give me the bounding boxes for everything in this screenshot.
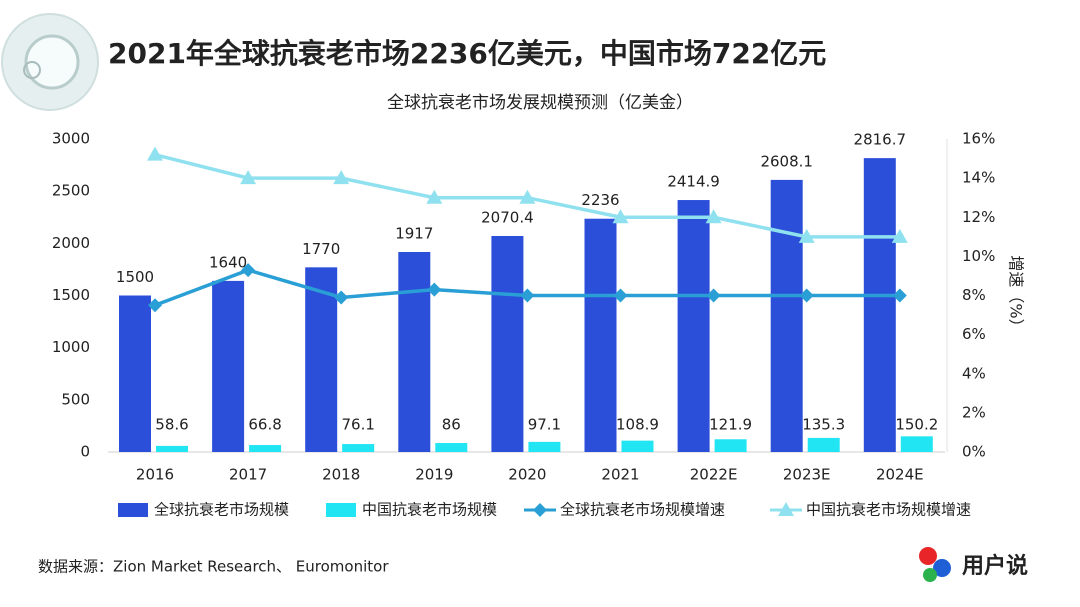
line-marker bbox=[891, 228, 908, 243]
value-label: 135.3 bbox=[802, 416, 845, 434]
value-label: 66.8 bbox=[248, 416, 281, 434]
legend-marker bbox=[533, 503, 547, 517]
value-label: 1500 bbox=[116, 268, 154, 286]
bar bbox=[305, 267, 338, 452]
value-label: 97.1 bbox=[528, 416, 561, 434]
y2-tick-label: 4% bbox=[962, 364, 986, 382]
y2-tick-label: 12% bbox=[962, 208, 995, 226]
bar bbox=[770, 179, 803, 452]
value-label: 2070.4 bbox=[481, 208, 534, 226]
value-label: 150.2 bbox=[895, 416, 938, 434]
value-label: 2608.1 bbox=[760, 152, 813, 170]
bar bbox=[714, 439, 747, 452]
line-marker bbox=[892, 288, 907, 303]
y2-tick-label: 6% bbox=[962, 325, 986, 343]
y-tick-label: 0 bbox=[80, 443, 90, 461]
chart-title: 2021年全球抗衰老市场2236亿美元，中国市场722亿元 bbox=[108, 37, 826, 70]
bar bbox=[677, 200, 710, 452]
bar bbox=[342, 444, 375, 452]
y2-tick-label: 8% bbox=[962, 286, 986, 304]
y2-tick-label: 10% bbox=[962, 247, 995, 265]
x-tick-label: 2020 bbox=[508, 466, 546, 484]
legend-label: 中国抗衰老市场规模 bbox=[362, 501, 497, 519]
x-tick-label: 2018 bbox=[322, 466, 360, 484]
line-marker bbox=[798, 228, 815, 243]
bar bbox=[212, 280, 245, 452]
y2-tick-label: 16% bbox=[962, 130, 995, 148]
legend-label: 全球抗衰老市场规模 bbox=[154, 501, 289, 519]
value-label: 2414.9 bbox=[667, 173, 720, 191]
line-marker bbox=[240, 170, 257, 185]
bar bbox=[621, 440, 654, 452]
value-label: 2236 bbox=[581, 191, 619, 209]
x-tick-label: 2017 bbox=[229, 466, 267, 484]
value-label: 58.6 bbox=[155, 416, 188, 434]
value-label: 76.1 bbox=[341, 416, 374, 434]
y2-axis-label: 增速（%） bbox=[1007, 255, 1026, 334]
line-marker bbox=[147, 146, 163, 161]
line-marker bbox=[799, 288, 814, 303]
bar bbox=[863, 158, 896, 452]
value-label: 2816.7 bbox=[854, 131, 907, 149]
value-label: 121.9 bbox=[709, 416, 752, 434]
legend-label: 中国抗衰老市场规模增速 bbox=[806, 501, 971, 519]
bar bbox=[900, 436, 933, 452]
y-tick-label: 500 bbox=[61, 390, 90, 408]
line-marker bbox=[427, 282, 442, 297]
value-label: 1770 bbox=[302, 240, 340, 258]
x-tick-label: 2019 bbox=[415, 466, 453, 484]
bar bbox=[435, 443, 468, 452]
bar bbox=[119, 295, 151, 452]
brand-name: 用户说 bbox=[962, 553, 1028, 579]
line-marker bbox=[241, 263, 256, 278]
line-marker bbox=[613, 288, 628, 303]
y-tick-label: 1500 bbox=[52, 286, 90, 304]
value-label: 1917 bbox=[395, 224, 433, 242]
y-tick-label: 2000 bbox=[52, 234, 90, 252]
bar bbox=[584, 218, 617, 452]
y2-tick-label: 0% bbox=[962, 443, 986, 461]
y-tick-label: 2500 bbox=[52, 182, 90, 200]
y-tick-label: 1000 bbox=[52, 338, 90, 356]
x-tick-label: 2016 bbox=[136, 466, 174, 484]
line-marker bbox=[334, 290, 349, 305]
bar bbox=[398, 251, 431, 452]
legend-swatch bbox=[118, 503, 148, 517]
x-tick-label: 2022E bbox=[690, 466, 738, 484]
bar bbox=[491, 235, 524, 452]
line-marker bbox=[520, 288, 535, 303]
bar bbox=[156, 445, 188, 452]
line-marker bbox=[705, 209, 722, 224]
line-marker bbox=[706, 288, 721, 303]
line-marker bbox=[148, 298, 162, 313]
line-marker bbox=[612, 209, 629, 224]
source-note: 数据来源：Zion Market Research、 Euromonitor bbox=[38, 558, 389, 576]
legend-label: 全球抗衰老市场规模增速 bbox=[560, 501, 725, 519]
decor-bubble bbox=[1, 13, 99, 111]
legend-marker bbox=[778, 502, 794, 516]
bar bbox=[249, 445, 282, 452]
line-marker bbox=[426, 189, 443, 204]
y2-tick-label: 14% bbox=[962, 169, 995, 187]
brand-logo bbox=[919, 547, 951, 582]
value-label: 1640 bbox=[209, 253, 247, 271]
x-tick-label: 2023E bbox=[783, 466, 831, 484]
y2-tick-label: 2% bbox=[962, 403, 986, 421]
x-tick-label: 2021 bbox=[601, 466, 639, 484]
line-marker bbox=[333, 170, 350, 185]
y-tick-label: 3000 bbox=[52, 130, 90, 148]
chart-subtitle: 全球抗衰老市场发展规模预测（亿美金） bbox=[387, 93, 693, 113]
line-marker bbox=[519, 189, 536, 204]
bar bbox=[807, 437, 840, 452]
x-tick-label: 2024E bbox=[876, 466, 924, 484]
bar bbox=[528, 441, 561, 452]
value-label: 86 bbox=[442, 416, 461, 434]
legend-swatch bbox=[326, 503, 356, 517]
value-label: 108.9 bbox=[616, 416, 659, 434]
